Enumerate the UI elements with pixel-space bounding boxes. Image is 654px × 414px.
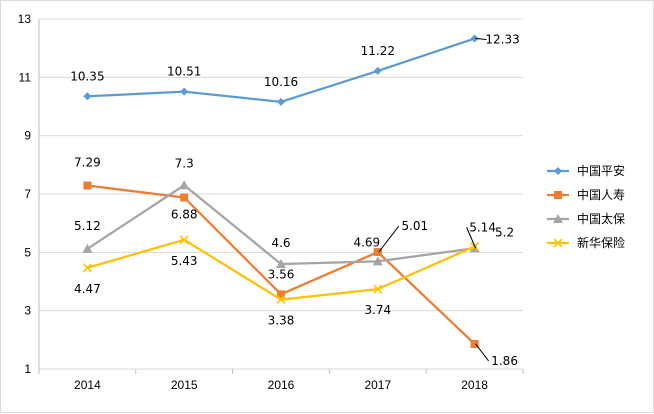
y-tick-label: 1 bbox=[24, 362, 31, 376]
series-lines bbox=[82, 34, 480, 348]
label-leader-line bbox=[475, 343, 489, 362]
label-leader-line bbox=[475, 38, 487, 41]
data-label: 3.74 bbox=[364, 303, 391, 317]
legend-item: 中国人寿 bbox=[547, 187, 625, 202]
label-leader-line bbox=[466, 227, 477, 249]
data-point bbox=[554, 191, 562, 199]
data-point bbox=[553, 214, 563, 223]
y-tick-label: 3 bbox=[24, 304, 31, 318]
data-point bbox=[470, 34, 479, 43]
x-tick-label: 2018 bbox=[461, 378, 488, 392]
data-point bbox=[372, 256, 383, 266]
x-tick-label: 2015 bbox=[171, 378, 198, 392]
series-line bbox=[87, 37, 475, 103]
y-tick-label: 11 bbox=[19, 70, 32, 84]
data-point bbox=[276, 259, 286, 268]
data-label: 3.56 bbox=[268, 267, 295, 281]
data-label: 10.35 bbox=[70, 69, 104, 83]
y-tick-label: 7 bbox=[24, 187, 31, 201]
y-tick-label: 9 bbox=[24, 129, 31, 143]
data-label: 3.38 bbox=[268, 314, 295, 328]
y-tick-label: 5 bbox=[24, 245, 31, 259]
data-label: 6.88 bbox=[171, 208, 198, 222]
data-point bbox=[553, 238, 563, 248]
data-label: 5.14 bbox=[469, 220, 496, 234]
data-point bbox=[180, 193, 189, 202]
data-label: 12.33 bbox=[485, 33, 519, 47]
data-point bbox=[554, 167, 562, 175]
data-point bbox=[82, 243, 93, 253]
data-label: 11.22 bbox=[361, 44, 395, 58]
data-label: 10.16 bbox=[264, 75, 298, 89]
data-label: 4.47 bbox=[74, 282, 101, 296]
data-point bbox=[82, 263, 92, 273]
data-point bbox=[277, 97, 285, 106]
data-label: 10.51 bbox=[167, 65, 201, 79]
legend-label: 中国人寿 bbox=[577, 187, 625, 202]
data-point bbox=[180, 87, 189, 96]
legend-label: 中国太保 bbox=[577, 211, 625, 226]
x-tick-label: 2016 bbox=[268, 378, 295, 392]
data-label: 1.86 bbox=[491, 354, 518, 368]
x-tick-label: 2017 bbox=[364, 378, 391, 392]
legend-item: 新华保险 bbox=[547, 235, 625, 250]
data-point bbox=[179, 235, 189, 245]
data-point bbox=[373, 66, 382, 75]
data-label: 4.69 bbox=[353, 235, 380, 249]
data-label: 7.29 bbox=[74, 156, 101, 170]
data-point bbox=[373, 284, 383, 294]
legend-label: 新华保险 bbox=[577, 235, 625, 250]
legend-item: 中国太保 bbox=[547, 211, 625, 226]
data-label: 5.43 bbox=[171, 254, 198, 268]
data-point bbox=[470, 339, 479, 348]
data-label: 5.12 bbox=[74, 219, 101, 233]
legend-item: 中国平安 bbox=[547, 163, 625, 178]
data-point bbox=[276, 295, 286, 305]
data-point bbox=[179, 180, 190, 190]
y-tick-label: 13 bbox=[18, 12, 32, 26]
data-point bbox=[373, 248, 382, 257]
data-labels: 10.35 10.51 10.16 11.22 12.33 7.29 6.88 3.56 5.0… bbox=[70, 33, 520, 368]
legend-label: 中国平安 bbox=[577, 163, 625, 178]
data-label: 5.01 bbox=[401, 219, 428, 233]
label-leader-line bbox=[378, 225, 400, 253]
data-point bbox=[83, 181, 92, 190]
data-point bbox=[277, 290, 285, 299]
data-label: 5.2 bbox=[495, 226, 514, 240]
data-point bbox=[83, 92, 92, 101]
x-tick-label: 2014 bbox=[74, 378, 101, 392]
data-label: 7.3 bbox=[175, 156, 194, 170]
data-label: 4.6 bbox=[271, 236, 290, 250]
gridlines bbox=[39, 18, 523, 370]
